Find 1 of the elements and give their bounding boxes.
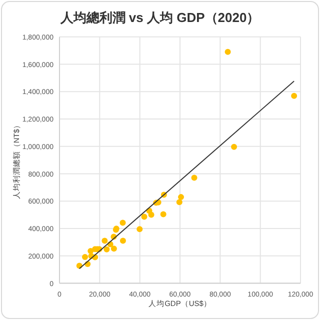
- chart-title: 人均總利潤 vs 人均 GDP（2020）: [59, 10, 260, 25]
